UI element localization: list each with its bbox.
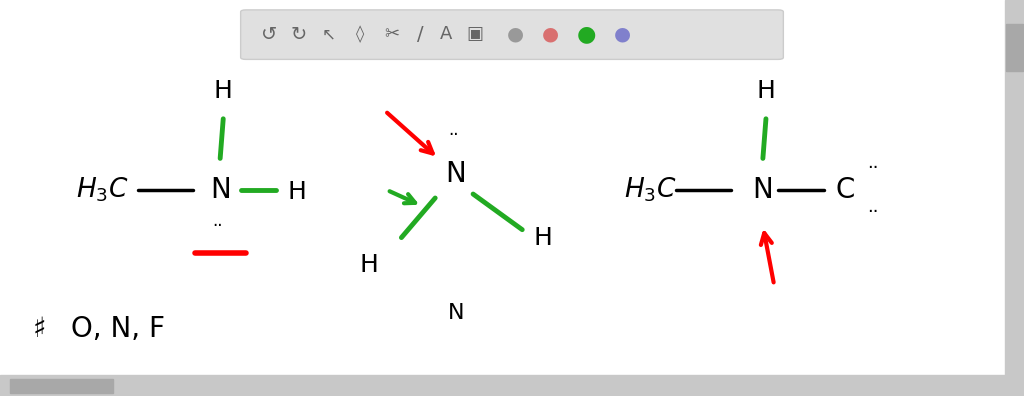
Text: H: H	[288, 180, 306, 204]
Text: H: H	[534, 226, 552, 249]
Text: H: H	[214, 79, 232, 103]
Text: ▣: ▣	[467, 25, 483, 44]
Text: H: H	[757, 79, 775, 103]
Bar	[10, 379, 113, 393]
Text: ↺: ↺	[261, 25, 278, 44]
Text: ↻: ↻	[291, 25, 307, 44]
Text: A: A	[440, 25, 453, 44]
Bar	[0, 375, 1024, 396]
Text: ··: ··	[866, 159, 879, 177]
Text: ●: ●	[614, 25, 631, 44]
Text: ●: ●	[578, 25, 596, 44]
Text: N: N	[753, 176, 773, 204]
Text: O, N, F: O, N, F	[71, 315, 165, 343]
Text: $H_3C$: $H_3C$	[624, 176, 677, 204]
Text: ◊: ◊	[356, 25, 365, 44]
Text: $H_3C$: $H_3C$	[76, 176, 129, 204]
Text: ··: ··	[866, 203, 879, 221]
Text: ↖: ↖	[322, 25, 336, 44]
Text: C: C	[836, 176, 854, 204]
Text: H: H	[359, 253, 378, 277]
Text: N: N	[445, 160, 466, 188]
Text: N: N	[447, 303, 464, 323]
Text: ··: ··	[212, 217, 222, 235]
Text: ●: ●	[542, 25, 558, 44]
Bar	[1006, 24, 1023, 71]
Text: ✂: ✂	[385, 25, 399, 44]
Text: ♯: ♯	[32, 315, 46, 343]
Text: /: /	[417, 25, 423, 44]
Text: ●: ●	[507, 25, 523, 44]
Bar	[1005, 0, 1024, 375]
Text: ··: ··	[449, 126, 459, 144]
FancyBboxPatch shape	[241, 10, 783, 59]
Text: N: N	[210, 176, 230, 204]
